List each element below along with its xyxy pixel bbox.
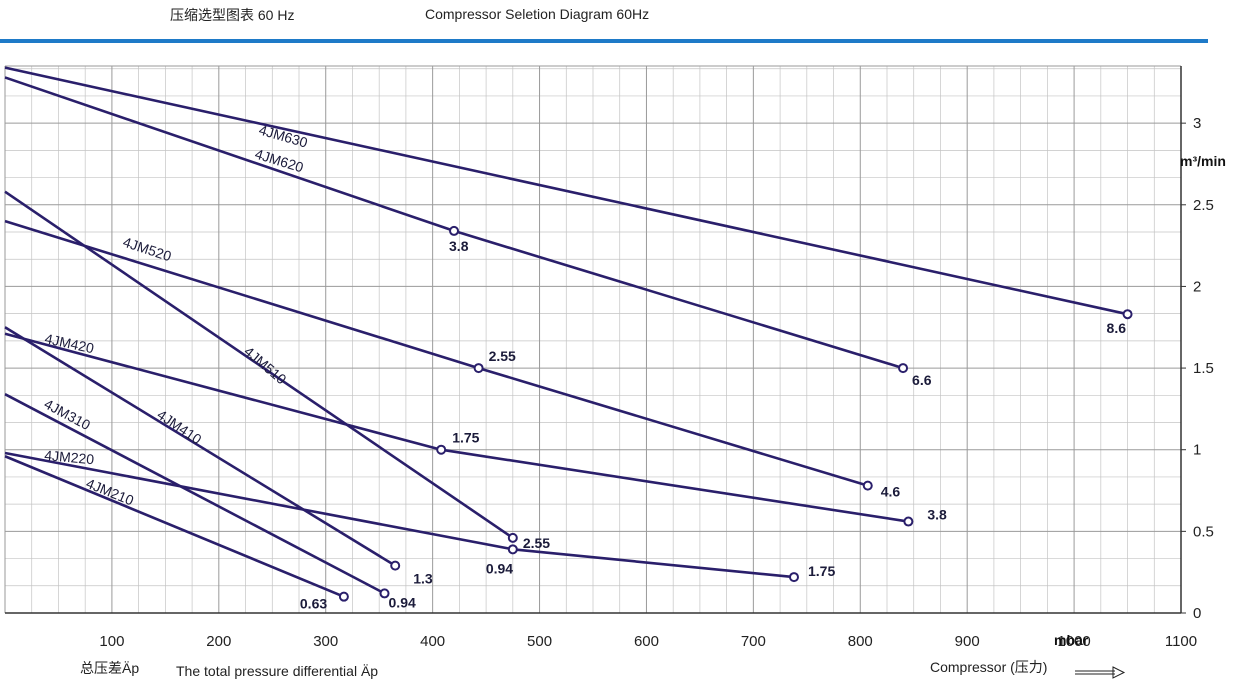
data-point-label: 0.63 xyxy=(300,596,327,612)
chart-title-en: Compressor Seletion Diagram 60Hz xyxy=(425,6,649,22)
x-tick-label: 1000 xyxy=(1057,633,1090,650)
x-tick-label: 700 xyxy=(741,633,766,650)
series-line-4JM410 xyxy=(4,326,396,567)
footer-label-cn: 总压差Äp xyxy=(80,660,139,676)
x-tick-label: 600 xyxy=(634,633,659,650)
series-label-4JM630: 4JM630 xyxy=(257,122,309,151)
y-tick-label: 2 xyxy=(1193,278,1201,295)
series-line-4JM620 xyxy=(4,76,904,370)
x-tick-label: 100 xyxy=(99,633,124,650)
data-point-label: 8.6 xyxy=(1107,320,1127,336)
x-tick-label: 200 xyxy=(206,633,231,650)
data-point-label: 0.94 xyxy=(486,560,513,576)
x-axis-unit-label: mbar xyxy=(1054,632,1089,648)
data-point-label: 2.55 xyxy=(523,535,550,551)
x-tick-label: 1100 xyxy=(1165,633,1197,650)
series-label-4JM210: 4JM210 xyxy=(84,475,136,509)
data-point-marker xyxy=(390,560,401,571)
series-line-4JM630 xyxy=(4,66,1128,316)
chart-title-cn: 压缩选型图表 60 Hz xyxy=(170,7,294,23)
series-4JM210: 4JM210 0.63 xyxy=(4,455,349,612)
data-point-marker xyxy=(338,591,349,602)
x-tick-label: 400 xyxy=(420,633,445,650)
y-tick-label: 0.5 xyxy=(1193,523,1214,540)
data-point-label: 3.8 xyxy=(449,238,469,254)
data-point-marker xyxy=(436,444,447,455)
footer-label-en: The total pressure differential Äp xyxy=(176,663,378,679)
axes: 100 200 300 400 500 600 700 800 900 1000 1100 0 0.5 1… xyxy=(5,66,1214,650)
data-point-label: 3.8 xyxy=(927,507,947,523)
series-layer: 4JM6308.64JM6203.86.64JM5202.554.64JM510… xyxy=(4,66,1133,612)
series-line-4JM510 xyxy=(4,190,514,539)
data-point-label: 1.75 xyxy=(808,563,835,579)
data-point-marker xyxy=(898,363,909,374)
x-tick-label: 800 xyxy=(848,633,873,650)
data-point-label: 1.3 xyxy=(413,571,433,587)
series-line-4JM210 xyxy=(4,455,345,598)
data-point-marker xyxy=(379,588,390,599)
y-axis-unit-label: m³/min xyxy=(1180,153,1226,169)
y-tick-label: 2.5 xyxy=(1193,197,1214,214)
data-point-marker xyxy=(862,480,873,491)
series-line-4JM310 xyxy=(4,393,386,595)
data-point-marker xyxy=(903,516,914,527)
series-label-4JM420: 4JM420 xyxy=(43,330,95,356)
series-label-4JM510: 4JM510 xyxy=(241,343,290,387)
series-line-4JM520 xyxy=(4,219,869,487)
series-4JM420: 4JM420 1.75 3.8 xyxy=(4,330,947,527)
series-4JM220: 4JM220 0.94 1.75 xyxy=(4,447,835,583)
y-tick-label: 1.5 xyxy=(1193,360,1214,377)
data-point-label: 0.94 xyxy=(389,594,416,610)
data-point-label: 4.6 xyxy=(881,484,901,500)
data-point-marker xyxy=(788,572,799,583)
data-point-marker xyxy=(449,225,460,236)
arrow-right-icon xyxy=(1075,666,1126,679)
x-tick-label: 500 xyxy=(527,633,552,650)
data-point-marker xyxy=(1122,309,1133,320)
data-point-label: 2.55 xyxy=(489,348,516,364)
footer-label-right: Compressor (压力) xyxy=(930,659,1047,675)
y-tick-label: 3 xyxy=(1193,115,1201,132)
x-tick-label: 300 xyxy=(313,633,338,650)
x-tick-label: 900 xyxy=(955,633,980,650)
data-point-label: 1.75 xyxy=(452,430,479,446)
series-4JM630: 4JM630 8.6 xyxy=(4,66,1133,336)
data-point-marker xyxy=(507,532,518,543)
y-tick-label: 1 xyxy=(1193,442,1201,459)
grid xyxy=(4,65,1182,613)
data-point-label: 6.6 xyxy=(912,372,932,388)
series-label-4JM410: 4JM410 xyxy=(154,406,204,447)
y-tick-label: 0 xyxy=(1193,605,1201,622)
series-label-4JM220: 4JM220 xyxy=(44,447,95,467)
data-point-marker xyxy=(473,363,484,374)
data-point-marker xyxy=(507,544,518,555)
header-accent-bar xyxy=(0,39,1208,43)
